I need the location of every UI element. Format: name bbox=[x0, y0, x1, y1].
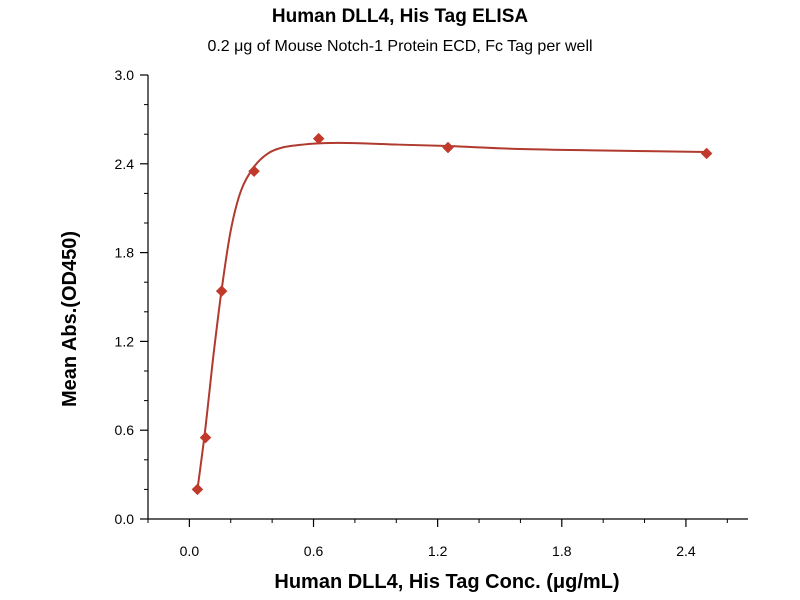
data-point bbox=[215, 285, 228, 297]
y-tick-label: 1.8 bbox=[115, 245, 135, 261]
data-points-layer bbox=[191, 132, 713, 496]
x-tick-label: 1.8 bbox=[552, 543, 572, 559]
chart-title: Human DLL4, His Tag ELISA bbox=[271, 6, 529, 27]
y-tick-label: 2.4 bbox=[115, 156, 135, 172]
y-axis-title: Mean Abs.(OD450) bbox=[59, 231, 81, 407]
x-axis-title: Human DLL4, His Tag Conc. (μg/mL) bbox=[274, 571, 619, 593]
x-tick-label: 0.0 bbox=[180, 543, 200, 559]
fit-curve bbox=[196, 141, 707, 490]
x-tick-label: 2.4 bbox=[676, 543, 696, 559]
data-point bbox=[199, 431, 212, 444]
axes: 0.0 0.6 1.2 1.8 2.4 3.0 0.0 0.6 1.2 1.8 2.4 bbox=[115, 67, 748, 559]
data-point bbox=[248, 165, 260, 178]
chart-subtitle: 0.2 μg of Mouse Notch-1 Protein ECD, Fc … bbox=[207, 38, 593, 55]
y-tick-label: 0.0 bbox=[115, 511, 135, 527]
x-tick-label: 0.6 bbox=[304, 543, 324, 559]
y-tick-label: 1.2 bbox=[115, 333, 135, 349]
data-point bbox=[312, 132, 325, 145]
fit-curve-layer bbox=[196, 141, 707, 490]
data-point bbox=[700, 147, 713, 160]
y-tick-label: 0.6 bbox=[115, 422, 135, 438]
x-tick-label: 1.2 bbox=[428, 543, 448, 559]
y-tick-label: 3.0 bbox=[115, 67, 135, 83]
data-point bbox=[442, 141, 454, 154]
data-point bbox=[191, 483, 204, 496]
